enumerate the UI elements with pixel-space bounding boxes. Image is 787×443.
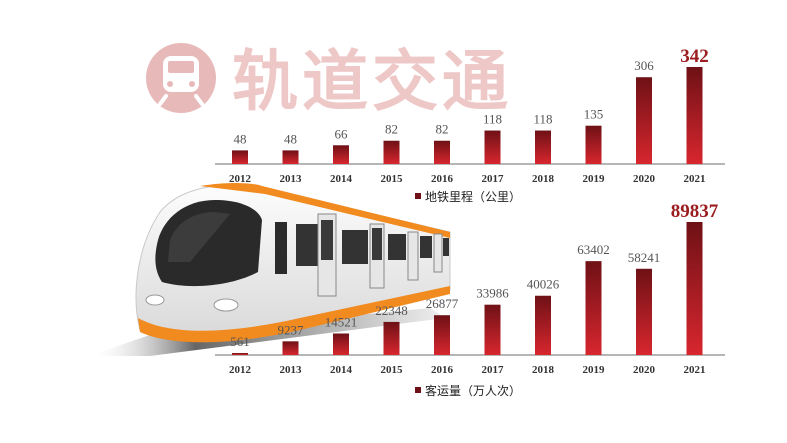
- mileage-value-label-2019: 135: [584, 107, 604, 122]
- passenger-bar-2013: [282, 341, 299, 355]
- mileage-bar-2014: [333, 145, 349, 164]
- mileage-bar-2015: [383, 140, 400, 164]
- passenger-bar-2014: [333, 333, 349, 355]
- mileage-bar-2019: [585, 125, 602, 164]
- train-icon: [146, 43, 216, 113]
- passenger-bar-2015: [383, 321, 400, 355]
- passenger-bar-2018: [535, 295, 551, 355]
- passenger-tick-label-2014: 2014: [330, 364, 353, 376]
- mileage-bar-2021: [686, 67, 703, 164]
- passenger-tick-label-2018: 2018: [532, 364, 555, 376]
- mileage-tick-label-2020: 2020: [633, 173, 656, 185]
- passenger-tick-label-2020: 2020: [633, 364, 656, 376]
- mileage-legend-swatch: [415, 193, 421, 199]
- passenger-tick-label-2019: 2019: [583, 364, 606, 376]
- mileage-tick-label-2021: 2021: [684, 173, 706, 185]
- mileage-tick-label-2015: 2015: [381, 173, 404, 185]
- mileage-tick-label-2013: 2013: [280, 173, 303, 185]
- passenger-legend-label: 客运量（万人次）: [425, 383, 521, 398]
- passenger-bar-2016: [434, 315, 450, 355]
- mileage-value-label-2014: 66: [335, 126, 349, 141]
- mileage-value-label-2013: 48: [284, 131, 297, 146]
- title-group: 轨道交通: [146, 43, 512, 120]
- mileage-tick-label-2019: 2019: [583, 173, 606, 185]
- passenger-value-label-2020: 58241: [628, 250, 661, 265]
- passenger-tick-label-2021: 2021: [684, 364, 706, 376]
- passenger-tick-label-2015: 2015: [381, 364, 404, 376]
- mileage-bar-2018: [535, 130, 551, 164]
- mileage-value-label-2012: 48: [234, 131, 247, 146]
- passenger-bar-2017: [484, 304, 501, 355]
- passenger-bar-2020: [636, 268, 652, 355]
- mileage-tick-label-2017: 2017: [482, 173, 505, 185]
- passenger-bar-2019: [585, 261, 602, 355]
- chart-title: 轨道交通: [232, 43, 512, 120]
- mileage-bar-2017: [484, 130, 501, 164]
- passenger-legend-swatch: [415, 387, 421, 393]
- passenger-value-label-2017: 33986: [476, 286, 509, 301]
- mileage-value-label-2016: 82: [436, 122, 449, 137]
- mileage-tick-label-2016: 2016: [431, 173, 454, 185]
- passenger-value-label-2019: 63402: [577, 242, 610, 257]
- mileage-value-label-2020: 306: [634, 58, 654, 73]
- mileage-tick-label-2014: 2014: [330, 173, 353, 185]
- mileage-bar-2012: [232, 150, 248, 164]
- mileage-value-label-2018: 118: [533, 112, 552, 127]
- passenger-value-label-2014: 14521: [325, 315, 358, 330]
- passenger-value-label-2012: 561: [230, 334, 250, 349]
- passenger-value-label-2018: 40026: [527, 277, 560, 292]
- passenger-value-label-2016: 26877: [426, 296, 459, 311]
- mileage-tick-label-2018: 2018: [532, 173, 555, 185]
- passenger-tick-label-2013: 2013: [280, 364, 303, 376]
- passenger-tick-label-2012: 2012: [229, 364, 252, 376]
- mileage-value-label-2021: 342: [680, 46, 709, 67]
- mileage-bar-2013: [282, 150, 299, 164]
- passenger-value-label-2015: 22348: [375, 303, 408, 318]
- mileage-legend-label: 地铁里程（公里）: [425, 189, 521, 204]
- train-illustration: [88, 183, 451, 356]
- metro-mileage-chart: 48 2012 48 2013 66 2014 82 2015 82 2016 118 2017 118…: [215, 46, 725, 204]
- passenger-tick-label-2016: 2016: [431, 364, 454, 376]
- passenger-value-label-2021: 89837: [671, 201, 719, 222]
- mileage-bar-2016: [434, 140, 450, 164]
- passenger-bar-2021: [686, 222, 703, 355]
- mileage-tick-label-2012: 2012: [229, 173, 252, 185]
- mileage-value-label-2015: 82: [385, 122, 398, 137]
- passenger-volume-chart: 561 2012 9237 2013 14521 2014 22348 2015 26877 20…: [215, 201, 725, 398]
- passenger-value-label-2013: 9237: [278, 322, 305, 337]
- mileage-value-label-2017: 118: [483, 112, 502, 127]
- passenger-tick-label-2017: 2017: [482, 364, 505, 376]
- mileage-bar-2020: [636, 77, 652, 164]
- passenger-bar-2012: [232, 353, 248, 355]
